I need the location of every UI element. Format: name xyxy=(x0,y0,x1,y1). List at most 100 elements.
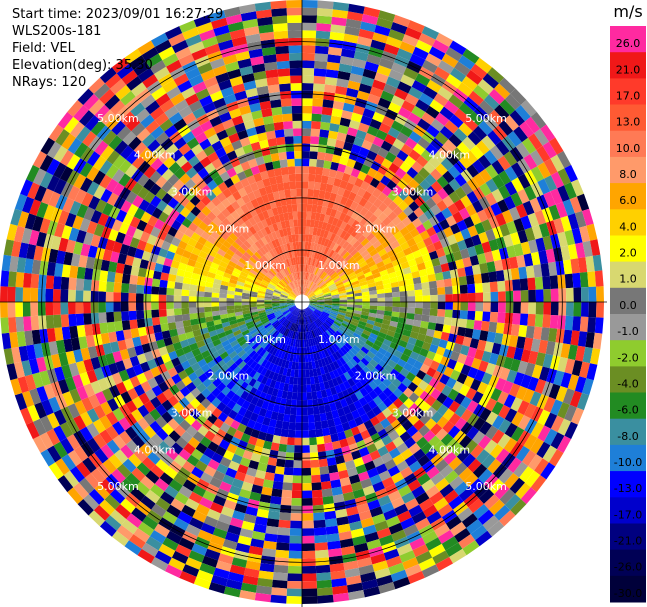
velocity-gate xyxy=(187,356,198,367)
velocity-gate xyxy=(325,372,332,381)
velocity-gate xyxy=(294,323,298,332)
velocity-gate xyxy=(302,135,311,144)
velocity-gate xyxy=(517,415,531,431)
velocity-gate xyxy=(331,185,340,195)
velocity-gate xyxy=(251,330,260,338)
velocity-gate xyxy=(289,376,295,385)
velocity-gate xyxy=(192,510,207,523)
velocity-gate xyxy=(401,419,414,432)
velocity-gate xyxy=(384,244,394,253)
velocity-gate xyxy=(353,136,365,147)
velocity-gate xyxy=(538,339,549,354)
velocity-gate xyxy=(445,542,463,557)
velocity-gate xyxy=(426,124,440,138)
velocity-gate xyxy=(282,309,290,315)
velocity-gate xyxy=(305,272,309,280)
velocity-gate xyxy=(137,404,150,418)
velocity-gate xyxy=(337,339,345,347)
velocity-gate xyxy=(302,67,315,76)
velocity-gate xyxy=(55,458,70,476)
velocity-gate xyxy=(307,414,315,423)
velocity-gate xyxy=(349,323,358,330)
velocity-gate xyxy=(437,86,453,101)
velocity-gate xyxy=(366,467,379,479)
velocity-gate xyxy=(435,459,449,473)
velocity-gate xyxy=(368,390,378,400)
velocity-gate xyxy=(511,162,525,178)
velocity-gate xyxy=(522,200,535,216)
velocity-gate xyxy=(495,212,507,227)
velocity-gate xyxy=(307,290,313,297)
velocity-gate xyxy=(276,542,290,551)
velocity-gate xyxy=(309,265,314,274)
velocity-gate xyxy=(308,305,316,310)
velocity-gate xyxy=(182,564,200,577)
velocity-gate xyxy=(279,317,286,324)
velocity-gate xyxy=(530,111,547,129)
velocity-gate xyxy=(272,572,288,581)
velocity-gate xyxy=(345,311,354,316)
velocity-gate xyxy=(560,215,572,232)
velocity-gate xyxy=(305,316,308,325)
velocity-gate xyxy=(287,361,293,370)
velocity-gate xyxy=(512,313,521,325)
velocity-gate xyxy=(399,41,416,54)
velocity-gate xyxy=(236,336,245,344)
velocity-gate xyxy=(377,428,389,440)
velocity-gate xyxy=(304,309,307,317)
velocity-gate xyxy=(291,323,295,331)
velocity-gate xyxy=(363,354,373,363)
velocity-gate xyxy=(305,308,310,316)
velocity-gate xyxy=(515,105,531,122)
velocity-gate xyxy=(503,394,516,409)
velocity-gate xyxy=(418,424,431,437)
velocity-gate xyxy=(422,295,431,302)
velocity-gate xyxy=(409,228,420,238)
velocity-gate xyxy=(428,46,446,61)
velocity-gate xyxy=(289,414,297,423)
velocity-gate xyxy=(473,417,486,431)
velocity-gate xyxy=(324,84,337,94)
velocity-gate xyxy=(226,492,239,504)
velocity-gate xyxy=(357,171,368,181)
velocity-gate xyxy=(314,289,322,295)
velocity-gate xyxy=(392,454,405,466)
colorbar-tick-label: -4.0 xyxy=(617,378,638,391)
velocity-gate xyxy=(548,137,564,155)
velocity-gate xyxy=(320,389,328,398)
velocity-gate xyxy=(555,386,568,403)
velocity-gate xyxy=(428,435,441,448)
velocity-gate xyxy=(440,331,450,342)
velocity-gate xyxy=(396,442,409,454)
velocity-gate xyxy=(136,372,148,385)
velocity-gate xyxy=(325,69,339,79)
velocity-gate xyxy=(197,358,207,368)
velocity-gate xyxy=(311,250,316,259)
velocity-gate xyxy=(273,427,282,437)
velocity-gate xyxy=(452,211,464,224)
velocity-gate xyxy=(223,586,241,598)
velocity-gate xyxy=(491,249,502,262)
velocity-gate xyxy=(372,79,386,91)
velocity-gate xyxy=(316,293,324,298)
velocity-gate xyxy=(536,145,551,163)
velocity-gate xyxy=(309,303,317,306)
velocity-gate xyxy=(355,352,364,361)
velocity-gate xyxy=(324,152,334,162)
velocity-gate xyxy=(156,392,168,405)
velocity-gate xyxy=(292,307,298,315)
velocity-gate xyxy=(474,348,485,361)
velocity-gate xyxy=(353,310,362,315)
velocity-gate xyxy=(428,280,438,289)
velocity-gate xyxy=(354,390,364,401)
velocity-gate xyxy=(590,348,601,365)
velocity-gate xyxy=(219,363,230,373)
velocity-gate xyxy=(322,427,331,437)
velocity-gate xyxy=(430,302,438,310)
velocity-gate xyxy=(222,539,238,550)
velocity-gate xyxy=(243,567,260,578)
velocity-gate xyxy=(111,530,129,547)
velocity-gate xyxy=(535,352,546,367)
velocity-gate xyxy=(330,433,340,443)
velocity-gate xyxy=(298,362,302,370)
